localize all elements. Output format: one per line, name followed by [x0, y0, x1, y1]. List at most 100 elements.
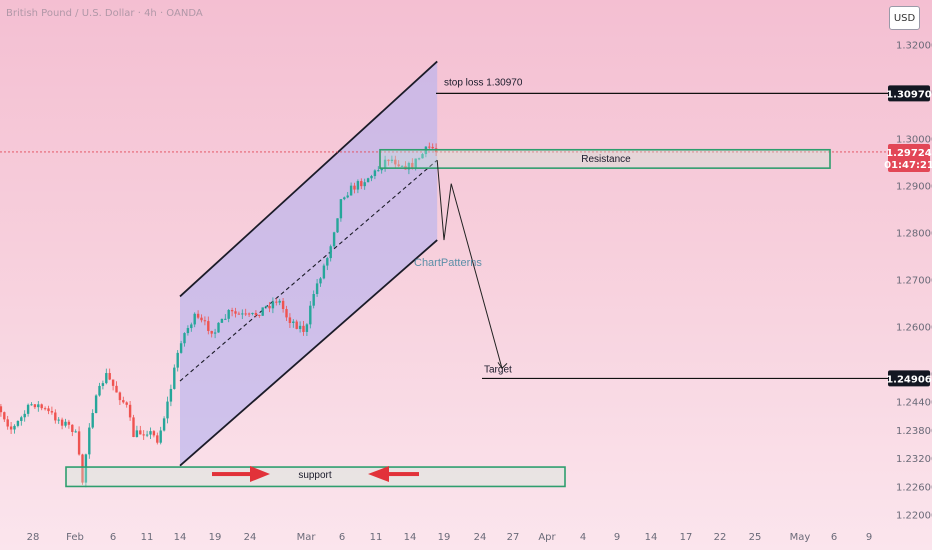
channel-midline — [179, 159, 438, 382]
stop-loss-label: stop loss 1.30970 — [444, 77, 523, 88]
chartpatterns-watermark: ChartPatterns — [414, 257, 482, 269]
candle-body — [40, 404, 43, 409]
candle-body — [203, 320, 207, 322]
y-tick-label: 1.29000 — [896, 182, 932, 193]
x-tick-label: 6 — [339, 532, 345, 543]
candle-body — [298, 325, 302, 329]
candle-body — [326, 258, 329, 266]
candle-body — [281, 300, 285, 310]
candle-body — [77, 431, 81, 455]
candle-body — [152, 431, 156, 436]
x-tick-label: May — [790, 532, 811, 543]
y-tick-label: 1.28000 — [896, 229, 932, 240]
support-zone — [65, 466, 566, 488]
candle-body — [230, 310, 234, 312]
candle-body — [9, 426, 13, 430]
support-label: support — [298, 470, 332, 481]
candle-body — [159, 430, 162, 443]
candle-body — [125, 402, 128, 405]
candle-body — [3, 412, 6, 420]
candle-body — [16, 420, 20, 426]
support-arrow-right-head — [250, 466, 270, 483]
candle-body — [122, 400, 125, 403]
candle-body — [237, 313, 241, 315]
target-tag-bg — [888, 370, 930, 387]
candle-body — [37, 404, 40, 408]
candle-body — [88, 427, 91, 455]
current-price-tag: 1.29724 — [886, 148, 932, 159]
y-tick-label: 1.24400 — [896, 398, 932, 409]
candle-body — [227, 310, 230, 319]
currency-button[interactable]: USD — [889, 6, 920, 30]
candle-body — [169, 388, 173, 402]
candle-body — [111, 379, 115, 386]
candle-body — [179, 343, 183, 353]
candle-body — [145, 434, 149, 436]
candle-body — [108, 373, 111, 380]
candle-body — [414, 158, 417, 169]
candle-body — [400, 165, 404, 167]
support-arrow-left-shaft — [387, 472, 419, 477]
candle-body — [394, 159, 397, 165]
candle-body — [322, 265, 326, 279]
candle-body — [387, 159, 390, 162]
candle-body — [319, 278, 322, 284]
x-tick-label: 14 — [404, 532, 417, 543]
candle-body — [176, 352, 179, 368]
candle-body — [23, 413, 26, 418]
candle-body — [33, 404, 37, 408]
candle-body — [213, 332, 217, 334]
candle-body — [149, 431, 152, 435]
x-tick-label: 9 — [866, 532, 872, 543]
x-tick-label: 14 — [645, 532, 658, 543]
candle-body — [220, 318, 224, 323]
y-tick-label: 1.30000 — [896, 135, 932, 146]
candle-body — [156, 435, 159, 443]
candle-body — [397, 164, 400, 167]
candle-body — [254, 312, 258, 315]
resistance-zone — [379, 148, 831, 169]
target-label: Target — [484, 364, 512, 375]
candle-body — [370, 176, 373, 179]
candle-body — [295, 321, 298, 329]
candle-body — [431, 146, 434, 149]
candle-body — [207, 321, 210, 331]
x-tick-label: 27 — [507, 532, 520, 543]
candle-body — [288, 317, 292, 323]
candle-body — [261, 307, 264, 316]
candle-body — [417, 158, 421, 160]
candle-body — [115, 385, 118, 393]
candle-body — [383, 159, 387, 169]
candle-body — [302, 325, 305, 332]
candle-body — [142, 434, 145, 436]
candle-body — [50, 411, 54, 413]
candle-body — [428, 146, 431, 148]
candle-body — [241, 313, 244, 315]
candle-countdown: 01:47:21 — [884, 160, 932, 171]
x-tick-label: 22 — [714, 532, 727, 543]
candle-body — [183, 333, 186, 344]
channel-lower-line — [179, 239, 438, 467]
candle-body — [43, 408, 47, 410]
y-tick-label: 1.32000 — [896, 41, 932, 52]
candle-body — [190, 324, 193, 329]
x-tick-label: 6 — [110, 532, 116, 543]
x-tick-label: Feb — [66, 532, 84, 543]
x-tick-label: 24 — [474, 532, 487, 543]
candle-body — [217, 322, 220, 333]
candle-body — [81, 454, 84, 483]
candle-body — [71, 424, 74, 432]
candle-body — [360, 181, 363, 187]
target-tag: 1.24906 — [886, 374, 932, 385]
candle-body — [285, 309, 288, 318]
x-tick-label: 19 — [209, 532, 222, 543]
candle-body — [84, 454, 88, 483]
candle-body — [312, 294, 315, 306]
candle-body — [377, 170, 380, 172]
candle-body — [20, 417, 23, 421]
y-tick-label: 1.22600 — [896, 482, 932, 493]
candle-body — [47, 408, 50, 412]
candle-body — [224, 318, 227, 320]
